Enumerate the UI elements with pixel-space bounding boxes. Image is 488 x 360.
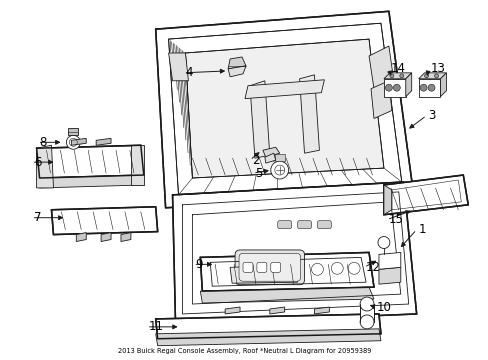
- Polygon shape: [274, 154, 284, 161]
- Text: 14: 14: [390, 62, 405, 75]
- Polygon shape: [383, 73, 411, 79]
- Circle shape: [270, 161, 288, 179]
- Circle shape: [66, 135, 80, 149]
- FancyBboxPatch shape: [239, 253, 300, 281]
- Polygon shape: [96, 138, 111, 145]
- Polygon shape: [68, 129, 78, 135]
- Text: 6: 6: [34, 156, 41, 168]
- Circle shape: [424, 74, 427, 78]
- Polygon shape: [263, 147, 279, 157]
- Polygon shape: [51, 207, 157, 235]
- Polygon shape: [200, 252, 373, 291]
- Polygon shape: [440, 73, 446, 96]
- Polygon shape: [131, 145, 143, 185]
- Polygon shape: [370, 81, 391, 118]
- Polygon shape: [299, 75, 319, 153]
- Polygon shape: [249, 81, 269, 158]
- Text: 15: 15: [388, 213, 403, 226]
- Text: 11: 11: [148, 320, 163, 333]
- Polygon shape: [101, 233, 111, 242]
- Text: 12: 12: [366, 261, 380, 274]
- Circle shape: [389, 74, 393, 78]
- FancyBboxPatch shape: [235, 250, 304, 285]
- Polygon shape: [383, 79, 405, 96]
- Polygon shape: [37, 145, 143, 178]
- Text: 2013 Buick Regal Console Assembly, Roof *Neutral L Diagram for 20959389: 2013 Buick Regal Console Assembly, Roof …: [118, 348, 370, 354]
- Polygon shape: [37, 145, 53, 188]
- Polygon shape: [418, 73, 446, 79]
- Circle shape: [392, 84, 400, 91]
- Polygon shape: [168, 23, 401, 195]
- Circle shape: [399, 74, 403, 78]
- FancyBboxPatch shape: [270, 262, 280, 272]
- Polygon shape: [155, 329, 380, 346]
- FancyBboxPatch shape: [317, 221, 331, 229]
- FancyBboxPatch shape: [243, 262, 252, 272]
- Text: 9: 9: [195, 258, 203, 271]
- FancyBboxPatch shape: [256, 262, 266, 272]
- Circle shape: [419, 84, 426, 91]
- Polygon shape: [37, 175, 143, 188]
- Polygon shape: [228, 66, 245, 77]
- Text: 5: 5: [254, 167, 262, 180]
- Polygon shape: [224, 307, 240, 314]
- Polygon shape: [368, 46, 393, 89]
- Polygon shape: [264, 153, 275, 163]
- Polygon shape: [71, 138, 86, 145]
- Text: 7: 7: [34, 211, 41, 224]
- Polygon shape: [155, 314, 380, 339]
- Polygon shape: [168, 53, 188, 81]
- Polygon shape: [359, 304, 373, 322]
- Text: 4: 4: [185, 66, 193, 79]
- Polygon shape: [314, 307, 328, 314]
- Polygon shape: [269, 307, 284, 314]
- Polygon shape: [76, 233, 86, 242]
- FancyBboxPatch shape: [277, 221, 291, 229]
- Circle shape: [359, 315, 373, 329]
- Polygon shape: [200, 287, 373, 303]
- Text: 3: 3: [427, 109, 435, 122]
- Polygon shape: [244, 80, 324, 99]
- Polygon shape: [185, 39, 383, 178]
- Circle shape: [434, 74, 438, 78]
- Polygon shape: [405, 73, 411, 96]
- Text: 1: 1: [418, 223, 425, 236]
- Polygon shape: [378, 252, 400, 269]
- Polygon shape: [378, 267, 400, 284]
- Polygon shape: [121, 233, 131, 242]
- Text: 13: 13: [429, 62, 445, 75]
- Polygon shape: [155, 11, 413, 208]
- Text: 2: 2: [251, 154, 259, 167]
- Polygon shape: [383, 175, 468, 215]
- Polygon shape: [383, 185, 391, 215]
- Text: 10: 10: [376, 301, 391, 314]
- Polygon shape: [228, 57, 245, 69]
- Circle shape: [427, 84, 434, 91]
- Polygon shape: [172, 182, 416, 324]
- Text: 8: 8: [40, 136, 47, 149]
- Circle shape: [359, 297, 373, 311]
- Polygon shape: [230, 265, 297, 283]
- Circle shape: [385, 84, 391, 91]
- FancyBboxPatch shape: [297, 221, 311, 229]
- Polygon shape: [418, 79, 440, 96]
